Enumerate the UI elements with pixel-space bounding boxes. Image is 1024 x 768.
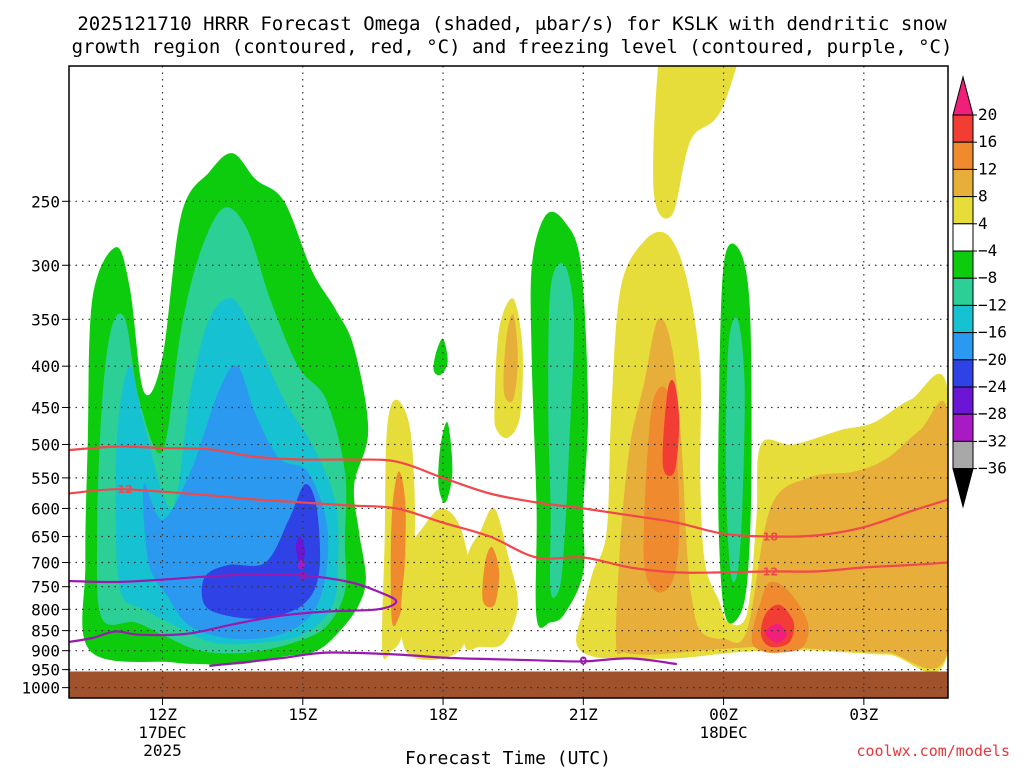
colorbar-label-4: 4	[978, 214, 988, 233]
colorbar-label-11: −28	[978, 404, 1007, 423]
colorbar-box-0	[952, 114, 974, 143]
colorbar-box-2	[952, 168, 974, 198]
y-tick-label-500: 500	[31, 435, 60, 454]
credit-link[interactable]: coolwx.com/models	[856, 742, 1010, 760]
y-tick-label-250: 250	[31, 192, 60, 211]
colorbar-label-10: −24	[978, 377, 1007, 396]
freezing-0-lower	[209, 651, 677, 667]
x-axis-label: Forecast Time (UTC)	[405, 748, 611, 768]
x-tick-label-00Z: 00Z	[709, 705, 738, 724]
freezing-0-upper-label: 0	[299, 569, 307, 582]
omega-green-mid-2	[438, 422, 453, 503]
y-tick-label-800: 800	[31, 600, 60, 619]
terrain-ground	[69, 671, 948, 698]
colorbar-top-arrow	[952, 75, 974, 116]
y-tick-label-750: 750	[31, 578, 60, 597]
colorbar-label-13: −36	[978, 459, 1007, 478]
chart-title-line-1: 2025121710 HRRR Forecast Omega (shaded, …	[77, 13, 947, 35]
omega-red-mid	[662, 380, 680, 477]
colorbar-label-12: −32	[978, 431, 1007, 450]
x-tick-date-00Z: 18DEC	[699, 723, 747, 742]
dgz-18-label: 18	[763, 531, 778, 544]
plot-frame	[68, 65, 949, 699]
colorbar-label-7: −12	[978, 295, 1007, 314]
y-tick-label-650: 650	[31, 528, 60, 547]
omega-yellow-2	[400, 508, 472, 661]
colorbar-box-8	[952, 332, 974, 361]
colorbar-label-5: −4	[978, 241, 997, 260]
y-tick-label-300: 300	[31, 256, 60, 275]
colorbar-box-11	[952, 413, 974, 442]
x-tick-date-12Z: 17DEC	[138, 723, 186, 742]
colorbar-bottom-arrow	[952, 468, 974, 509]
y-tick-label-700: 700	[31, 554, 60, 573]
omega-magenta-east-low	[765, 623, 787, 643]
colorbar-label-8: −16	[978, 323, 1007, 342]
x-tick-label-18Z: 18Z	[429, 705, 458, 724]
colorbar-box-12	[952, 440, 974, 470]
colorbar-box-3	[952, 196, 974, 225]
colorbar-label-0: 20	[978, 105, 997, 124]
plot-area: 12 18 12 0 0	[69, 66, 948, 698]
dgz-12-lower-label: 12	[117, 483, 132, 496]
omega-orange-4	[503, 313, 518, 403]
y-tick-label-950: 950	[31, 661, 60, 680]
colorbar-box-4	[952, 223, 974, 252]
y-tick-label-350: 350	[31, 310, 60, 329]
omega-shaded-regions	[82, 66, 948, 673]
x-tick-label-12Z: 12Z	[148, 705, 177, 724]
x-tick-label-03Z: 03Z	[849, 705, 878, 724]
omega-orange-mid	[615, 318, 948, 669]
y-tick-label-850: 850	[31, 622, 60, 641]
y-axis: 2503003504004505005506006507007508008509…	[21, 192, 69, 698]
colorbar-label-3: 8	[978, 187, 988, 206]
dgz-12-east-label: 12	[763, 565, 778, 578]
dgz-12-lower	[69, 488, 948, 574]
colorbar: 20 16 12 8 4 −4 −8 −12 −16 −20 −24 −28 −32 −36	[952, 75, 1007, 509]
x-tick-year-12Z: 2025	[143, 741, 182, 760]
omega-darkblue-west	[201, 483, 321, 619]
x-tick-label-21Z: 21Z	[569, 705, 598, 724]
grid-lines	[69, 66, 948, 698]
omega-teal-east-a	[548, 263, 575, 599]
y-tick-label-600: 600	[31, 499, 60, 518]
y-tick-label-550: 550	[31, 469, 60, 488]
colorbar-box-6	[952, 277, 974, 306]
colorbar-label-6: −8	[978, 268, 997, 287]
colorbar-box-1	[952, 141, 974, 170]
colorbar-label-2: 12	[978, 159, 997, 178]
colorbar-label-9: −20	[978, 350, 1007, 369]
omega-purple-core	[295, 536, 306, 566]
colorbar-box-10	[952, 386, 974, 415]
omega-green-mid-1	[433, 338, 448, 376]
dgz-minus12-upper	[69, 445, 948, 538]
colorbar-label-1: 16	[978, 132, 997, 151]
omega-yellow-top	[653, 66, 737, 219]
chart-title-line-2: growth region (contoured, red, °C) and f…	[72, 36, 953, 58]
y-tick-label-1000: 1000	[21, 679, 60, 698]
colorbar-box-5	[952, 250, 974, 279]
terrain-layer	[69, 671, 948, 698]
freezing-0-upper	[69, 573, 398, 644]
omega-teal-east-b	[725, 317, 745, 583]
colorbar-box-9	[952, 359, 974, 388]
y-tick-label-400: 400	[31, 357, 60, 376]
colorbar-box-7	[952, 304, 974, 334]
x-tick-label-15Z: 15Z	[288, 705, 317, 724]
contour-lines: 12 18 12 0 0	[69, 445, 948, 668]
y-tick-label-450: 450	[31, 399, 60, 418]
freezing-0-lower-label: 0	[579, 655, 587, 668]
y-tick-label-900: 900	[31, 642, 60, 661]
